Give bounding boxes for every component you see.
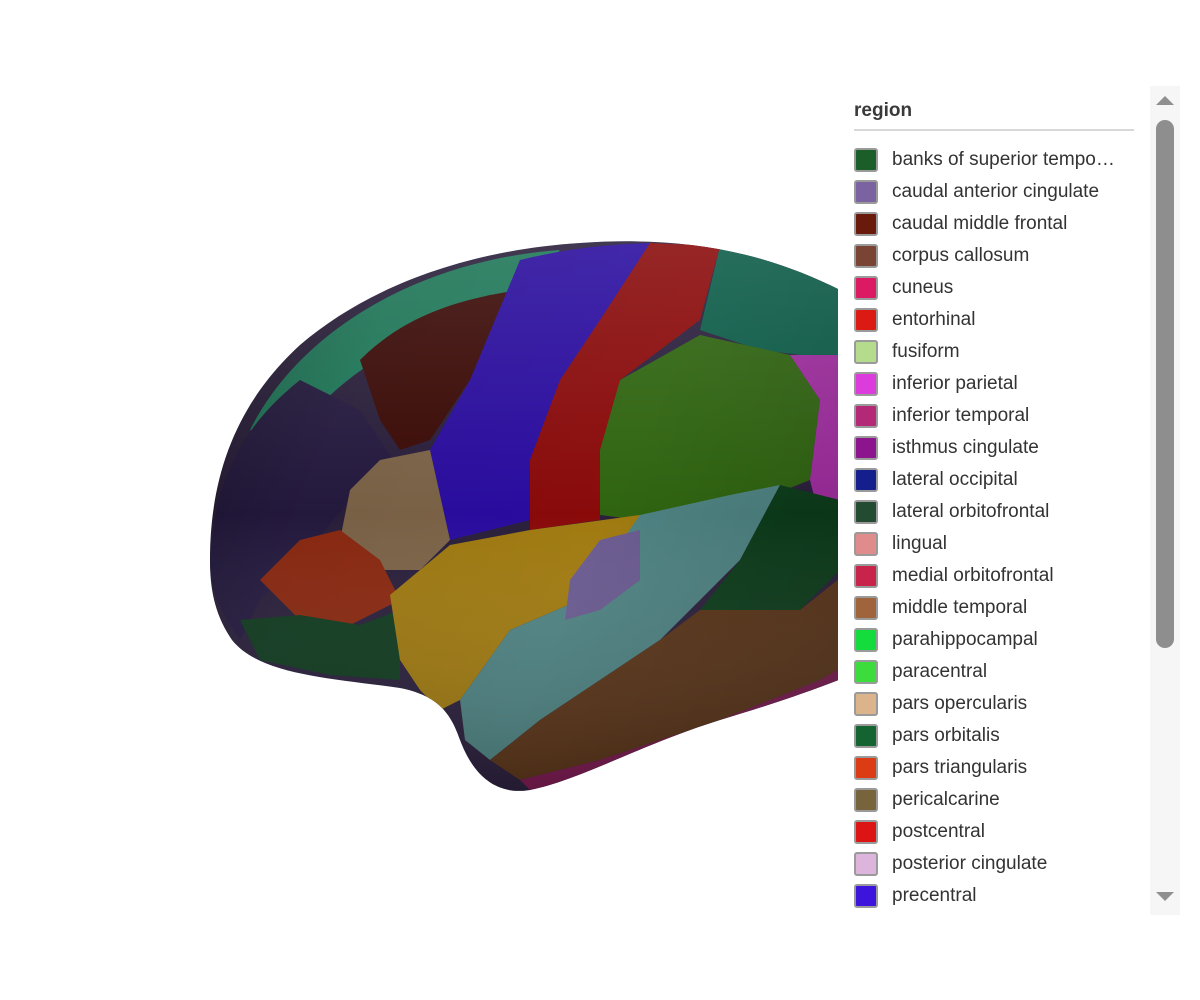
legend-item-label: lingual [892,533,947,554]
scroll-up-arrow-icon[interactable] [1156,96,1174,105]
legend-item[interactable]: precentral [854,880,1144,912]
legend-item-label: posterior cingulate [892,853,1048,874]
legend-divider [854,129,1134,131]
legend-item-label: postcentral [892,821,985,842]
legend-item[interactable]: banks of superior tempo… [854,144,1144,176]
legend-item-label: medial orbitofrontal [892,565,1054,586]
legend-item[interactable]: medial orbitofrontal [854,560,1144,592]
legend-color-swatch [854,596,878,620]
legend-item[interactable]: parahippocampal [854,624,1144,656]
legend-color-swatch [854,148,878,172]
legend-color-swatch [854,660,878,684]
legend-color-swatch [854,628,878,652]
legend-item[interactable]: isthmus cingulate [854,432,1144,464]
legend-list: banks of superior tempo… caudal anterior … [854,144,1144,915]
legend-item-label: lateral orbitofrontal [892,501,1050,522]
legend-item-label: paracentral [892,661,988,682]
legend-item[interactable]: inferior parietal [854,368,1144,400]
legend-item-label: fusiform [892,341,960,362]
legend-color-swatch [854,372,878,396]
legend-color-swatch [854,180,878,204]
legend-item-label: parahippocampal [892,629,1038,650]
legend-item[interactable]: lateral occipital [854,464,1144,496]
legend-color-swatch [854,500,878,524]
legend-item[interactable]: caudal anterior cingulate [854,176,1144,208]
legend-item-label: inferior temporal [892,405,1030,426]
legend-item[interactable]: lingual [854,528,1144,560]
legend-item[interactable]: fusiform [854,336,1144,368]
legend-item-label: inferior parietal [892,373,1018,394]
legend-color-swatch [854,308,878,332]
legend-color-swatch [854,756,878,780]
legend-title: region [854,100,913,121]
legend-color-swatch [854,852,878,876]
scrollbar-thumb[interactable] [1156,120,1174,648]
legend-color-swatch [854,532,878,556]
brain-surface-viewport[interactable] [0,0,840,1000]
legend-color-swatch [854,724,878,748]
brain-surface-render[interactable] [0,0,840,1000]
legend-item[interactable]: paracentral [854,656,1144,688]
legend-item-label: pars opercularis [892,693,1028,714]
legend-color-swatch [854,340,878,364]
legend-item-label: corpus callosum [892,245,1030,266]
legend-color-swatch [854,436,878,460]
legend-panel: region banks of superior tempo… caudal an… [838,86,1180,915]
legend-item[interactable]: entorhinal [854,304,1144,336]
legend-item-label: cuneus [892,277,954,298]
legend-item-label: banks of superior tempo… [892,149,1115,170]
scroll-down-arrow-icon[interactable] [1156,892,1174,901]
legend-item-label: caudal middle frontal [892,213,1068,234]
legend-color-swatch [854,788,878,812]
legend-item-label: pericalcarine [892,789,1000,810]
legend-item[interactable]: pars triangularis [854,752,1144,784]
legend-color-swatch [854,404,878,428]
legend-item-label: pars orbitalis [892,725,1000,746]
legend-item[interactable]: caudal middle frontal [854,208,1144,240]
legend-color-swatch [854,692,878,716]
legend-item-label: lateral occipital [892,469,1018,490]
legend-item[interactable]: pars opercularis [854,688,1144,720]
legend-item[interactable]: precuneus [854,912,1144,915]
legend-item[interactable]: cuneus [854,272,1144,304]
legend-color-swatch [854,820,878,844]
legend-item-label: caudal anterior cingulate [892,181,1100,202]
legend-item[interactable]: pericalcarine [854,784,1144,816]
legend-color-swatch [854,468,878,492]
legend-color-swatch [854,276,878,300]
legend-color-swatch [854,884,878,908]
legend-color-swatch [854,244,878,268]
legend-color-swatch [854,564,878,588]
legend-item[interactable]: lateral orbitofrontal [854,496,1144,528]
legend-item-label: precentral [892,885,977,906]
legend-item[interactable]: pars orbitalis [854,720,1144,752]
legend-item[interactable]: posterior cingulate [854,848,1144,880]
legend-item-label: isthmus cingulate [892,437,1039,458]
legend-item-label: middle temporal [892,597,1028,618]
legend-color-swatch [854,212,878,236]
legend-item-label: entorhinal [892,309,976,330]
legend-item-label: pars triangularis [892,757,1028,778]
legend-scrollbar[interactable] [1150,86,1180,915]
legend-item[interactable]: corpus callosum [854,240,1144,272]
legend-item[interactable]: middle temporal [854,592,1144,624]
legend-item[interactable]: postcentral [854,816,1144,848]
legend-item[interactable]: inferior temporal [854,400,1144,432]
